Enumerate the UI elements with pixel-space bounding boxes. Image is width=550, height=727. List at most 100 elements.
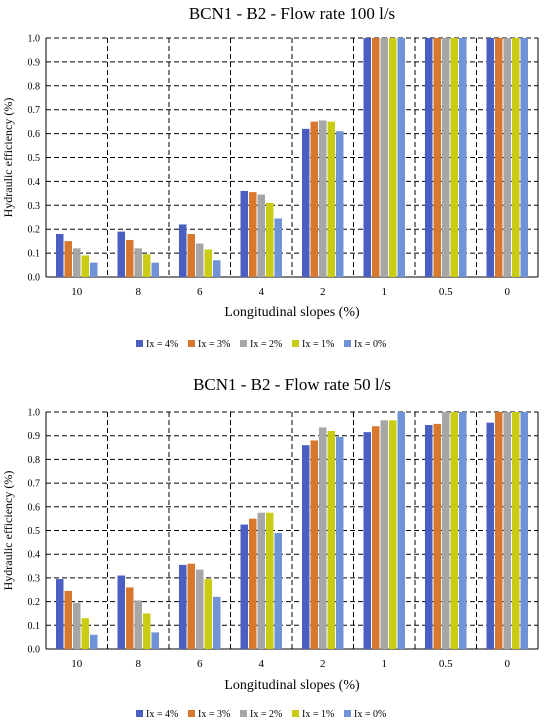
bar [389,38,397,277]
bar [520,412,528,649]
bar [90,634,98,649]
y-tick-label: 0.7 [28,105,41,116]
bar [143,613,151,649]
x-axis-label: Longitudinal slopes (%) [224,678,360,693]
legend-label: Ix = 0% [354,339,386,350]
bar [310,440,318,649]
bar [425,38,433,277]
legend-label: Ix = 2% [250,709,282,720]
x-axis-label: Longitudinal slopes (%) [224,305,360,320]
chart-1: BCN1 - B2 - Flow rate 100 l/s 0.0 0.1 0.2 0.… [1,4,539,350]
bar [512,38,520,277]
bar [336,131,344,277]
x-tick-label: 6 [197,286,203,298]
bar [327,121,335,278]
legend-swatch [292,710,299,717]
bar [389,420,397,649]
legend-swatch [136,340,143,347]
y-tick-label: 0.3 [28,573,41,584]
x-tick-label: 8 [136,658,142,670]
y-tick-label: 0.9 [28,431,41,442]
bar [249,192,257,277]
bar [380,420,388,649]
bar [73,248,81,277]
bar [397,412,405,649]
x-tick-label: 6 [197,658,203,670]
bar [179,224,187,277]
legend-label: Ix = 2% [250,339,282,350]
bar [196,243,204,277]
bar [274,532,282,649]
bar [151,632,159,649]
bar [187,563,195,649]
x-tick-label: 2 [320,658,326,670]
legend-label: Ix = 4% [146,339,178,350]
bar [187,233,195,277]
y-tick-label: 0.2 [28,225,41,236]
y-tick-label: 0.9 [28,57,41,68]
bar [266,202,274,277]
x-tick-label: 0 [505,658,511,670]
bar [204,249,212,277]
bar [213,596,221,649]
x-tick-label: 1 [382,658,388,670]
y-tick-label: 0.3 [28,201,41,212]
bar [257,194,265,277]
chart-title: BCN1 - B2 - Flow rate 100 l/s [189,4,395,23]
bar [442,38,450,277]
bar [433,423,441,649]
bar [486,38,494,277]
bar [81,255,89,277]
bar [319,427,327,649]
bar [126,239,134,277]
bar [512,412,520,649]
bar [56,233,64,277]
bar [240,524,248,649]
bar [151,262,159,277]
bar [363,432,371,649]
legend-label: Ix = 4% [146,709,178,720]
bar [134,600,142,649]
y-tick-label: 0.4 [28,550,41,561]
bar [450,38,458,277]
bar [397,38,405,277]
bar [179,564,187,649]
x-tick-label: 2 [320,286,326,298]
bar [73,602,81,649]
bar [117,575,125,649]
legend-label: Ix = 3% [198,339,230,350]
legend-swatch [136,710,143,717]
bar [327,430,335,649]
legend: Ix = 4% Ix = 3% Ix = 2% Ix = 1% Ix = 0% [136,339,386,350]
y-tick-label: 0.8 [28,81,41,92]
legend-swatch [344,340,351,347]
legend-swatch [344,710,351,717]
legend-label: Ix = 3% [198,709,230,720]
bar [372,38,380,277]
bar [90,262,98,277]
legend-swatch [240,710,247,717]
bar [302,445,310,649]
bar [134,248,142,277]
bar [380,38,388,277]
bar [450,412,458,649]
bar [319,120,327,277]
bar [126,587,134,649]
bar [213,260,221,277]
bar [196,569,204,649]
y-tick-label: 0.6 [28,502,41,513]
bar [486,422,494,649]
y-tick-label: 0.6 [28,129,41,140]
y-axis-label: Hydraulic efficiency (%) [1,471,15,591]
y-tick-label: 0.2 [28,597,41,608]
bar [274,218,282,277]
bar [503,38,511,277]
bar [495,412,503,649]
bar [459,412,467,649]
bar [459,38,467,277]
bar [143,254,151,277]
legend-swatch [188,710,195,717]
x-tick-label: 1 [382,286,388,298]
bar [442,412,450,649]
